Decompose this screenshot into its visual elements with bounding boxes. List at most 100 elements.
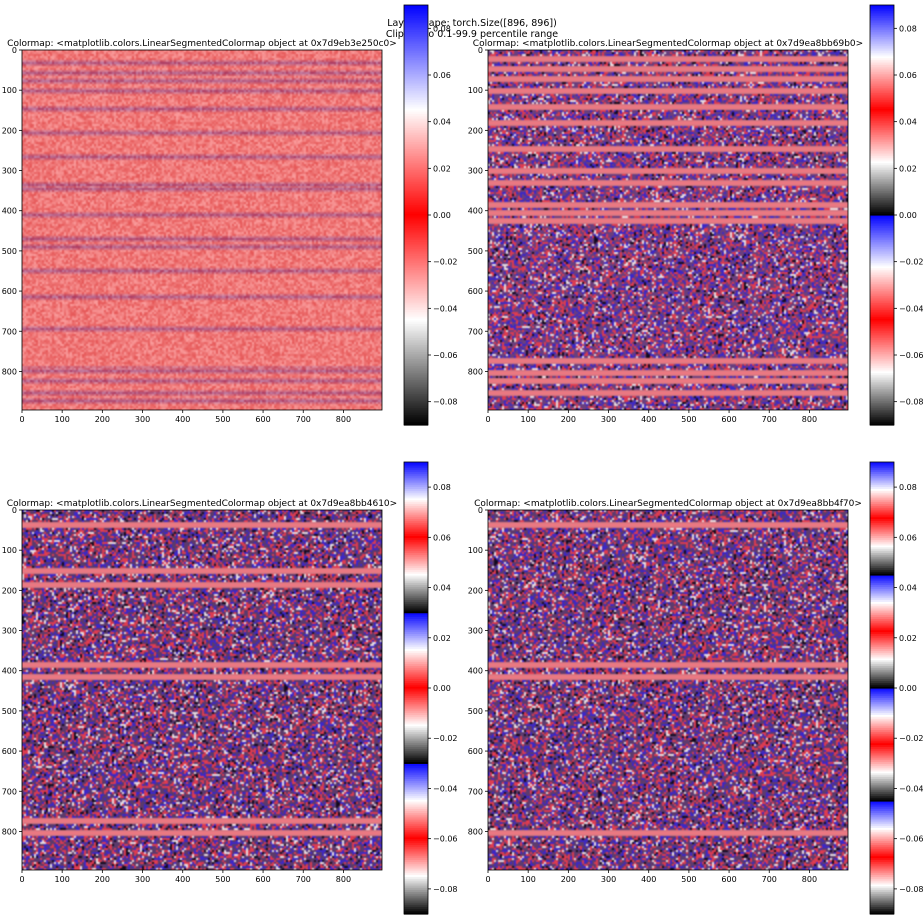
x-tick-label: 100: [521, 415, 536, 424]
colorbar-segment: [404, 526, 428, 529]
colorbar-segment: [870, 288, 894, 291]
colorbar-segment: [870, 299, 894, 302]
colorbar-segment: [404, 215, 428, 218]
colorbar-segment: [870, 542, 894, 546]
colorbar-segment: [870, 73, 894, 76]
colorbar-segment: [404, 827, 428, 830]
colorbar-segment: [870, 92, 894, 95]
colorbar-segment: [404, 281, 428, 284]
colorbar-segment: [870, 846, 894, 849]
colorbar-segment: [870, 780, 894, 783]
colorbar-segment: [404, 682, 428, 685]
colorbar-segment: [404, 721, 428, 725]
colorbar-segment: [870, 327, 894, 330]
colorbar-segment: [870, 115, 894, 118]
colorbar-segment: [870, 325, 894, 328]
colorbar-segment: [870, 341, 894, 344]
colorbar-segment: [404, 295, 428, 298]
colorbar-segment: [404, 64, 428, 67]
y-tick-label: 300: [2, 167, 17, 176]
colorbar-segment: [870, 101, 894, 104]
colorbar-segment: [404, 552, 428, 555]
colorbar-segment: [870, 148, 894, 151]
colorbar-segment: [404, 910, 428, 913]
colorbar-segment: [870, 283, 894, 286]
colorbar-segment: [870, 136, 894, 139]
colorbar-segment: [404, 370, 428, 374]
colorbar-segment: [870, 629, 894, 633]
colorbar-segment: [404, 844, 428, 847]
colorbar-segment: [870, 318, 894, 321]
colorbar-segment: [404, 101, 428, 104]
colorbar-segment: [404, 718, 428, 721]
colorbar-segment: [870, 311, 894, 314]
colorbar-segment: [870, 770, 894, 774]
y-tick-label: 100: [2, 546, 17, 555]
colorbar-segment: [404, 297, 428, 300]
colorbar-segment: [870, 529, 894, 533]
colorbar-segment: [404, 591, 428, 595]
colorbar-segment: [870, 827, 894, 830]
y-tick-label: 0: [12, 46, 17, 55]
colorbar-segment: [870, 510, 894, 514]
colorbar-segment: [404, 82, 428, 85]
colorbar-segment: [404, 246, 428, 249]
colorbar-segment: [870, 639, 894, 642]
colorbar-segment: [870, 321, 894, 325]
colorbar-segment: [404, 69, 428, 73]
colorbar-segment: [870, 727, 894, 731]
colorbar-segment: [870, 365, 894, 368]
colorbar-segment: [870, 360, 894, 363]
y-tick-label: 500: [2, 707, 17, 716]
colorbar-segment: [404, 789, 428, 793]
colorbar-segment: [870, 54, 894, 57]
colorbar-segment: [404, 531, 428, 535]
x-tick-label: 800: [802, 415, 817, 424]
colorbar-segment: [404, 865, 428, 868]
colorbar-segment: [870, 910, 894, 913]
colorbar-segment: [404, 657, 428, 661]
colorbar-segment: [870, 15, 894, 18]
colorbar-segment: [404, 194, 428, 197]
colorbar-segment: [870, 895, 894, 898]
colorbar-segment: [404, 891, 428, 894]
colorbar-segment: [870, 187, 894, 190]
colorbar-segment: [870, 274, 894, 277]
colorbar-segment: [404, 241, 428, 244]
colorbar-tick-label: 0.06: [433, 533, 451, 542]
colorbar-segment: [404, 712, 428, 715]
colorbar-segment: [870, 5, 894, 8]
colorbar-segment: [404, 286, 428, 290]
colorbar-segment: [870, 469, 894, 473]
colorbar-segment: [404, 157, 428, 160]
x-tick-label: 800: [336, 875, 351, 884]
colorbar-segment: [870, 646, 894, 650]
colorbar-segment: [870, 831, 894, 834]
colorbar-segment: [870, 117, 894, 120]
colorbar-segment: [404, 124, 428, 127]
colorbar-segment: [404, 829, 428, 832]
colorbar-segment: [404, 853, 428, 857]
colorbar-segment: [404, 765, 428, 768]
colorbar-segment: [404, 26, 428, 29]
colorbar-segment: [404, 522, 428, 525]
colorbar-segment: [870, 348, 894, 351]
colorbar-segment: [870, 471, 894, 474]
colorbar-segment: [870, 531, 894, 535]
colorbar-segment: [870, 495, 894, 499]
colorbar-segment: [870, 162, 894, 165]
colorbar-segment: [870, 689, 894, 693]
colorbar-segment: [870, 497, 894, 501]
colorbar-segment: [870, 494, 894, 497]
colorbar-segment: [870, 484, 894, 488]
colorbar-segment: [870, 55, 894, 59]
colorbar-segment: [404, 222, 428, 225]
colorbar-segment: [404, 740, 428, 744]
colorbar-segment: [870, 723, 894, 727]
colorbar-segment: [870, 297, 894, 300]
colorbar-segment: [870, 104, 894, 108]
colorbar-segment: [404, 96, 428, 99]
colorbar-segment: [404, 118, 428, 122]
colorbar-segment: [404, 725, 428, 729]
colorbar-segment: [404, 797, 428, 800]
